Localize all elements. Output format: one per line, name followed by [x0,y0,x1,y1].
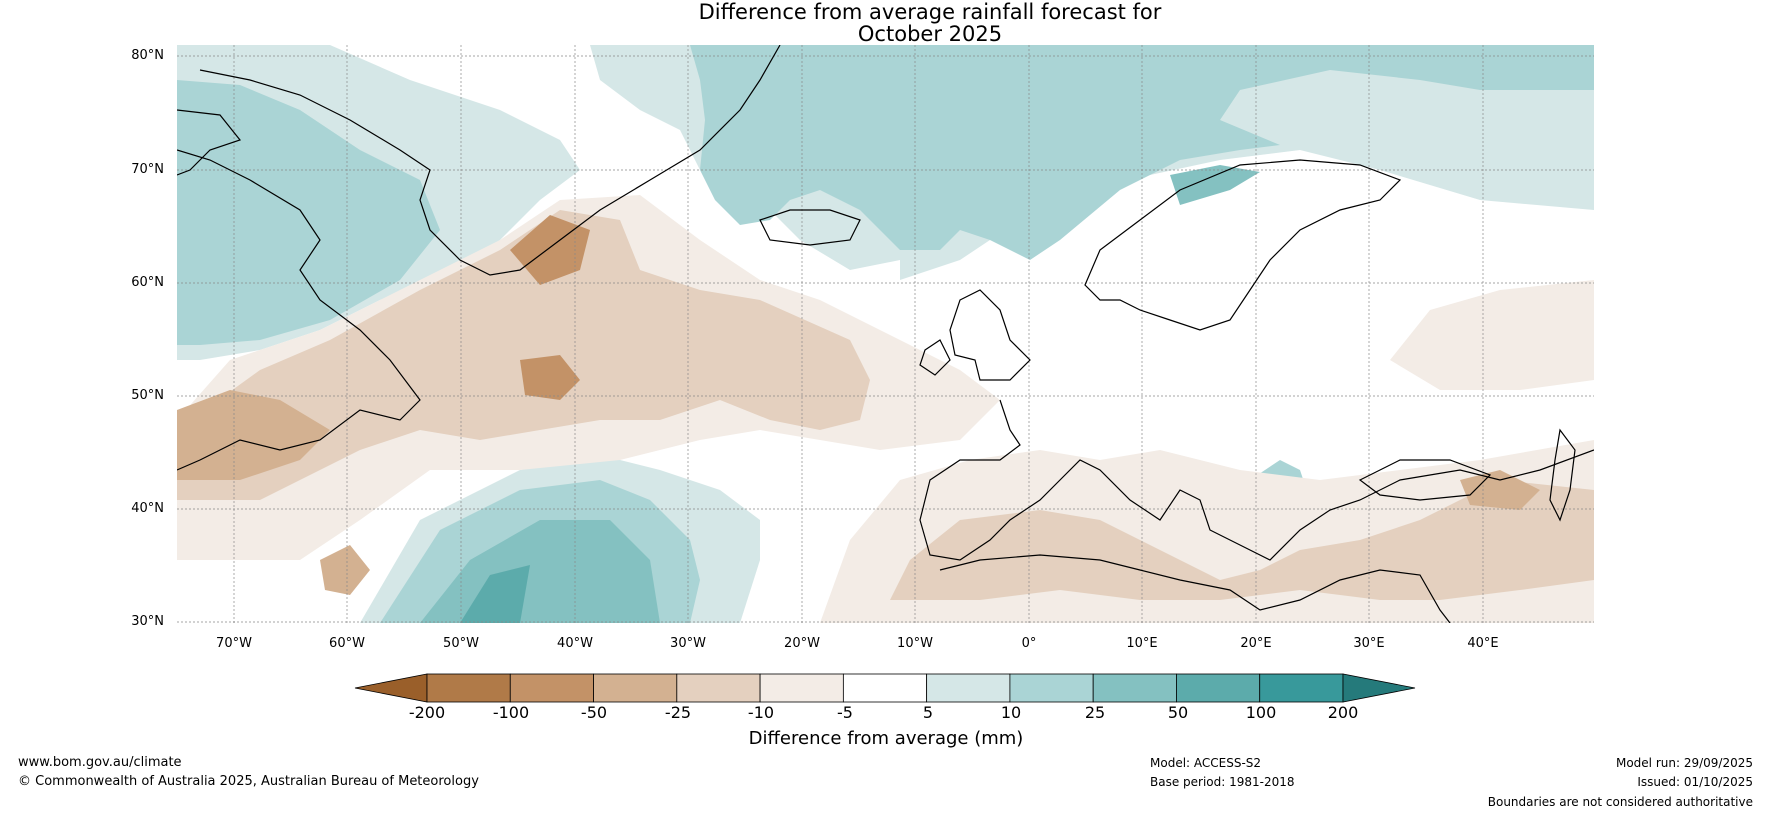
boundaries-disclaimer: Boundaries are not considered authoritat… [1487,795,1753,809]
dry-anomaly-east-med-core [1460,470,1540,510]
dry-anomaly-mid-atlantic [520,355,580,400]
map-area [177,45,1594,623]
model-run-text: Model run: 29/09/2025 [1615,756,1753,770]
lon-label-20e: 20°E [1240,636,1272,651]
colorbar-tick-label: 10 [1000,703,1022,722]
colorbar-tick-label: -10 [747,703,775,722]
colorbar-tick-label: 25 [1084,703,1106,722]
lat-label-40n: 40°N [131,501,164,516]
base-period-text: Base period: 1981-2018 [1150,775,1295,789]
colorbar-tick-label: 200 [1327,703,1359,722]
lon-label-10e: 10°E [1126,636,1158,651]
lat-label-70n: 70°N [131,162,164,177]
issued-text: Issued: 01/10/2025 [1637,775,1753,789]
colorbar-tick-label: 5 [922,703,934,722]
colorbar-tick-label: 50 [1167,703,1189,722]
wet-anomaly-labrador-medium [177,80,440,345]
coastline-british-isles [919,289,1031,381]
colorbar-tick-label: 100 [1245,703,1277,722]
coastline-greenland [199,45,781,276]
lon-label-0: 0° [1021,636,1037,651]
lat-label-60n: 60°N [131,275,164,290]
coastline-europe-mainland [919,399,1594,561]
coastline-iceland [759,209,861,246]
model-text: Model: ACCESS-S2 [1150,756,1262,770]
coastline-canada-north [177,109,242,176]
dry-anomaly-newfoundland [177,390,330,480]
lon-label-30w: 30°W [670,636,706,651]
lon-label-10w: 10°W [897,636,933,651]
colorbar-tick-label: -25 [664,703,692,722]
lon-label-60w: 60°W [329,636,365,651]
coastline-north-africa [939,554,1451,623]
dry-anomaly-north-atlantic-medium [177,210,870,500]
dry-anomaly-gulf [320,545,370,595]
colorbar-tick-label: -5 [837,703,853,722]
lon-label-40e: 40°E [1467,636,1499,651]
coastline-baffin-labrador [177,149,421,471]
coastlines [177,45,1594,623]
wet-anomaly-scandinavia [1170,165,1260,205]
map-title-line-2: October 2025 [857,22,1003,46]
dry-anomaly-mediterranean-medium [890,480,1594,600]
wet-anomaly-arctic-medium [690,45,1594,260]
lat-label-80n: 80°N [131,48,164,63]
colorbar-label: Difference from average (mm) [748,728,1024,749]
dry-anomaly-russia [1390,280,1594,390]
lon-label-50w: 50°W [443,636,479,651]
coastline-scandinavia [1084,159,1402,331]
lon-label-30e: 30°E [1353,636,1385,651]
lat-label-30n: 30°N [131,614,164,629]
coastline-black-sea [1358,459,1492,501]
copyright-text: © Commonwealth of Australia 2025, Austra… [18,774,479,789]
lon-label-20w: 20°W [784,636,820,651]
lon-label-40w: 40°W [557,636,593,651]
colorbar-tick-label: -100 [492,703,530,722]
website-link[interactable]: www.bom.gov.au/climate [18,755,182,770]
lat-label-50n: 50°N [131,388,164,403]
colorbar-tick-label: -200 [408,703,446,722]
wet-anomaly-atlantic-core [460,565,530,623]
colorbar-tick-label: -50 [580,703,608,722]
graticule [177,45,1594,623]
map-title-line-1: Difference from average rainfall forecas… [698,0,1162,24]
coastline-caspian [1549,428,1576,522]
lon-label-70w: 70°W [216,636,252,651]
